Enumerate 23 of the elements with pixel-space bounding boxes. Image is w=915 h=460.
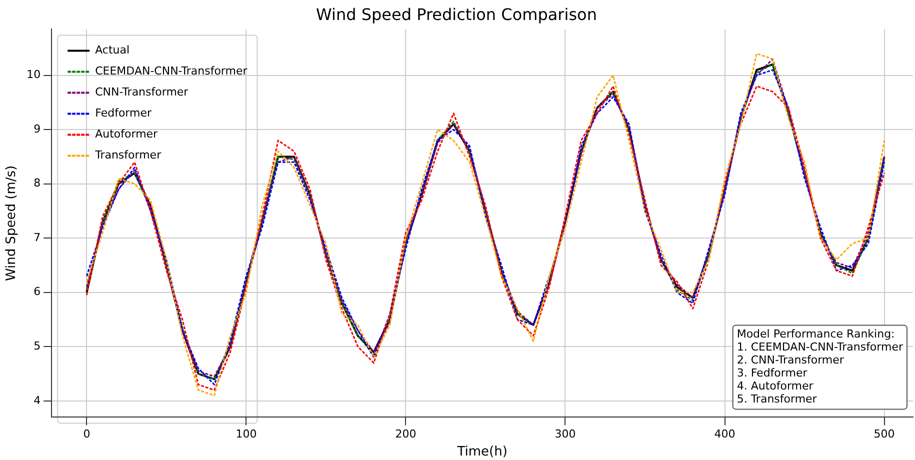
x-tick-label: 100	[236, 428, 257, 441]
legend-label: Actual	[95, 44, 130, 57]
y-tick-label: 7	[34, 230, 41, 244]
legend-label: CNN-Transformer	[95, 86, 189, 99]
x-tick-label: 300	[554, 428, 576, 441]
annotation: Model Performance Ranking: 1. CEEMDAN-CNN-Transformer 2. CNN-Transformer 3. Fedformer 4. Autoformer 5. Transformer	[736, 328, 904, 406]
y-tick-label: 5	[34, 340, 41, 353]
legend-label: Transformer	[94, 148, 162, 162]
legend-label: CEEMDAN-CNN-Transformer	[95, 64, 248, 78]
y-axis-title: Wind Speed (m/s)	[4, 165, 20, 282]
y-tick-label: 8	[34, 176, 41, 190]
y-tick-label: 9	[34, 122, 41, 136]
y-tick-label: 4	[34, 394, 41, 407]
y-tick-label: 10	[26, 68, 41, 82]
x-tick-label: 400	[714, 428, 736, 441]
y-tick-label: 6	[34, 285, 41, 298]
x-tick-label: 200	[395, 428, 416, 441]
x-tick-label: 500	[874, 428, 895, 441]
chart-title: Wind Speed Prediction Comparison	[316, 4, 597, 24]
legend-label: Fedformer	[95, 106, 152, 120]
legend-label: Autoformer	[95, 128, 158, 141]
x-axis-title: Time(h)	[456, 444, 508, 460]
x-tick-label: 0	[83, 428, 90, 441]
